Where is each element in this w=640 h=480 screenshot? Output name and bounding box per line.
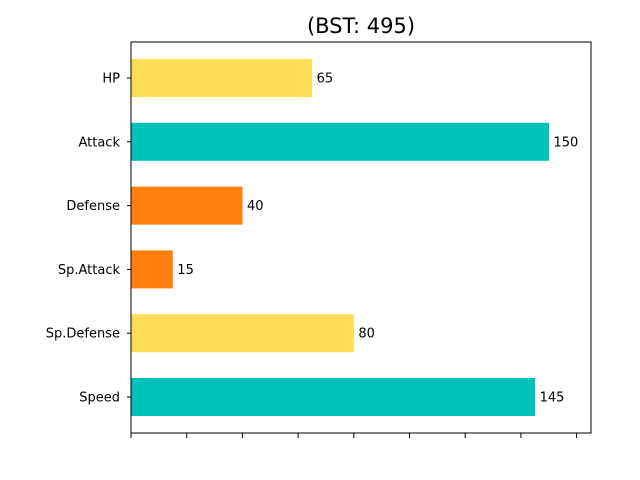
bar-speed [131,378,536,416]
bar-hp [131,59,313,97]
plot-frame [130,41,592,434]
y-tick-label-defense: Defense [66,199,120,214]
data-label-sp-defense: 80 [358,327,375,342]
y-tick-label-attack: Attack [78,135,120,150]
y-tick-label-speed: Speed [79,391,120,406]
data-label-sp-attack: 15 [177,263,194,278]
bar-defense [131,186,243,225]
y-tick-label-hp: HP [102,72,120,87]
data-label-hp: 65 [317,72,334,87]
data-label-defense: 40 [247,199,264,214]
bar-sp-defense [131,314,354,353]
y-axis: HP Attack Defense Sp.Attack Sp.Defense Speed [46,72,131,406]
bars-layer [131,59,549,416]
chart-title: (BST: 495) [307,14,415,38]
x-axis [130,433,578,438]
bar-sp-attack [131,250,173,289]
data-labels-layer: 65 150 40 15 80 145 [177,72,578,406]
bar-attack [131,122,549,161]
y-tick-label-sp-attack: Sp.Attack [58,263,121,278]
y-tick-label-sp-defense: Sp.Defense [46,327,120,342]
data-label-attack: 150 [554,135,579,150]
data-label-speed: 145 [540,391,565,406]
